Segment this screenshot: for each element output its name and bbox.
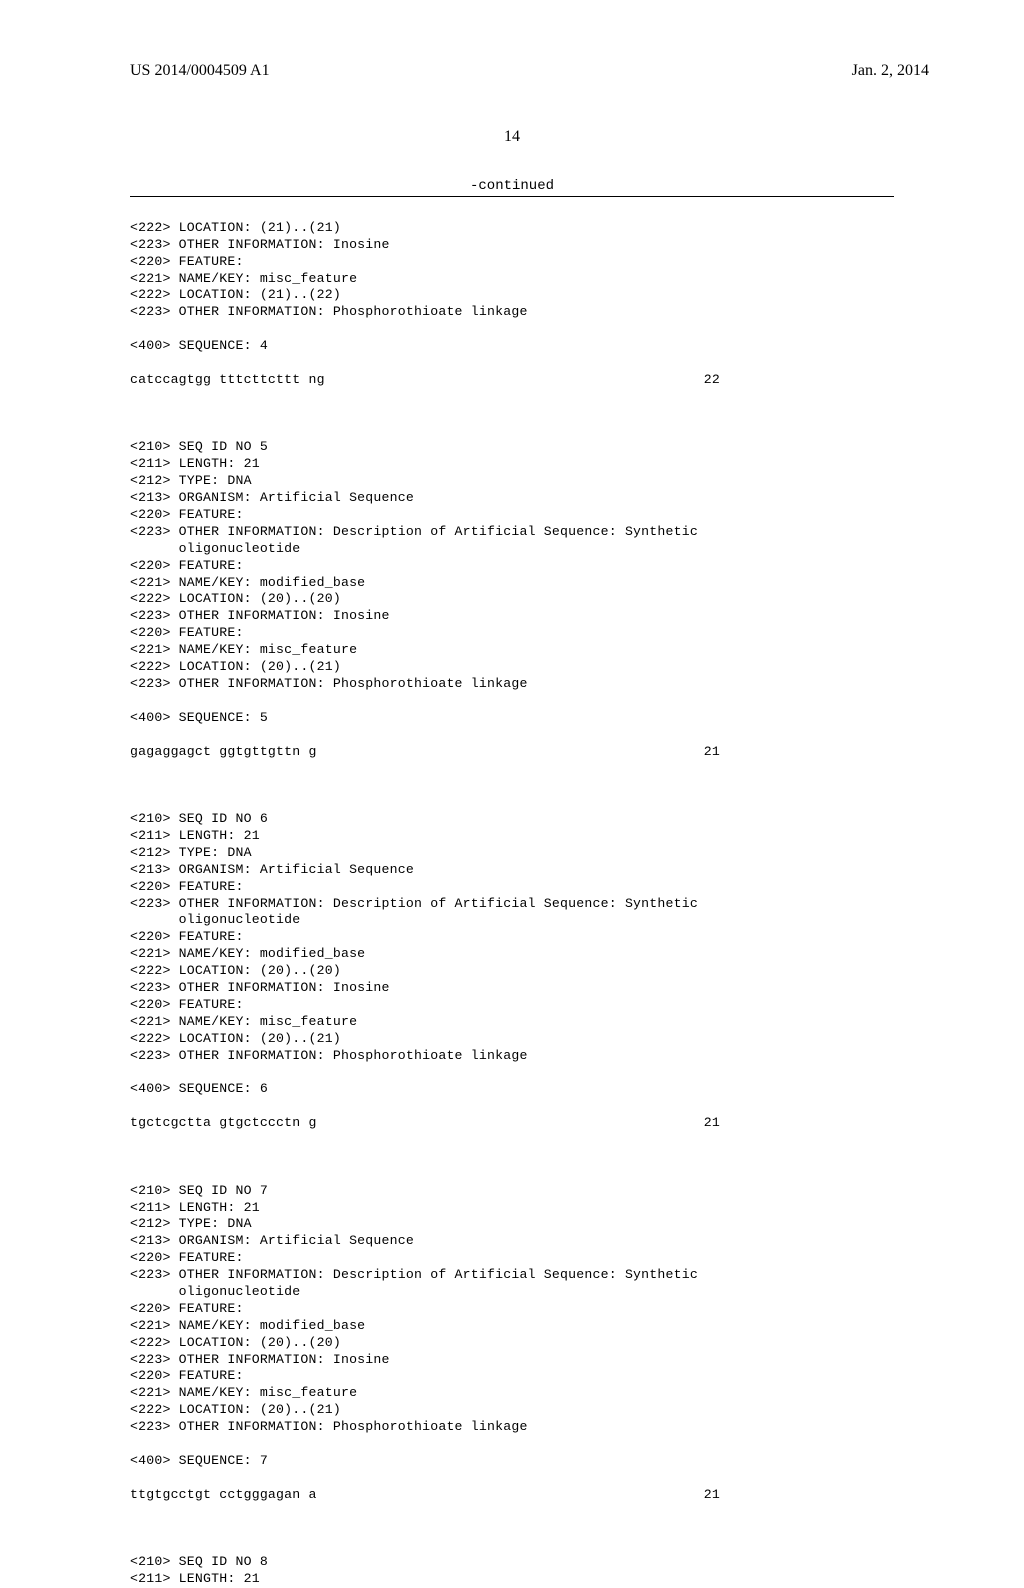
seq-line: <221> NAME/KEY: modified_base — [130, 1318, 365, 1333]
sequence-length: 22 — [704, 372, 720, 389]
seq-line: <221> NAME/KEY: misc_feature — [130, 642, 357, 657]
page-number: 14 — [0, 128, 1024, 146]
page-header: US 2014/0004509 A1 Jan. 2, 2014 — [0, 0, 1024, 80]
seq-line: <223> OTHER INFORMATION: Inosine — [130, 608, 390, 623]
sequence-text: gagaggagct ggtgttgttn g — [130, 744, 317, 761]
seq-line: <222> LOCATION: (20)..(21) — [130, 659, 341, 674]
seq-line: <220> FEATURE: — [130, 507, 244, 522]
seq-line: <223> OTHER INFORMATION: Inosine — [130, 1352, 390, 1367]
seq-line: <220> FEATURE: — [130, 929, 244, 944]
sequence-text: ttgtgcctgt cctgggagan a — [130, 1487, 317, 1504]
seq-line: <223> OTHER INFORMATION: Phosphorothioat… — [130, 1048, 528, 1063]
sequence-row: tgctcgctta gtgctccctn g 21 — [130, 1115, 720, 1132]
publication-number: US 2014/0004509 A1 — [130, 62, 270, 80]
sequence-length: 21 — [704, 1487, 720, 1504]
seq-line: <220> FEATURE: — [130, 879, 244, 894]
seq-line: <220> FEATURE: — [130, 1368, 244, 1383]
seq-line: <221> NAME/KEY: misc_feature — [130, 271, 357, 286]
seq-line: <222> LOCATION: (20)..(20) — [130, 591, 341, 606]
sequence-length: 21 — [704, 744, 720, 761]
seq-line: <211> LENGTH: 21 — [130, 1571, 260, 1586]
seq-line: <221> NAME/KEY: modified_base — [130, 575, 365, 590]
sequence-listing: <222> LOCATION: (21)..(21) <223> OTHER I… — [0, 197, 1024, 1588]
seq-line: <211> LENGTH: 21 — [130, 1200, 260, 1215]
seq-line: <220> FEATURE: — [130, 1301, 244, 1316]
sequence-row: ttgtgcctgt cctgggagan a 21 — [130, 1487, 720, 1504]
seq-label: <400> SEQUENCE: 7 — [130, 1453, 268, 1468]
seq-line: <223> OTHER INFORMATION: Phosphorothioat… — [130, 1419, 528, 1434]
seq-line: <212> TYPE: DNA — [130, 1216, 252, 1231]
sequence-length: 21 — [704, 1115, 720, 1132]
seq-line: <220> FEATURE: — [130, 254, 244, 269]
seq-label: <400> SEQUENCE: 5 — [130, 710, 268, 725]
seq-line: <222> LOCATION: (20)..(20) — [130, 1335, 341, 1350]
seq-line: <220> FEATURE: — [130, 558, 244, 573]
seq-line: <220> FEATURE: — [130, 997, 244, 1012]
seq-line: <210> SEQ ID NO 7 — [130, 1183, 268, 1198]
seq-line: <222> LOCATION: (20)..(20) — [130, 963, 341, 978]
seq-line: <223> OTHER INFORMATION: Description of … — [130, 1267, 698, 1282]
seq-line: <213> ORGANISM: Artificial Sequence — [130, 490, 414, 505]
seq-line: <212> TYPE: DNA — [130, 845, 252, 860]
seq-line: oligonucleotide — [130, 541, 300, 556]
seq-line: <223> OTHER INFORMATION: Description of … — [130, 896, 698, 911]
publication-date: Jan. 2, 2014 — [852, 62, 929, 80]
seq-line: <223> OTHER INFORMATION: Phosphorothioat… — [130, 676, 528, 691]
seq-line: <222> LOCATION: (21)..(21) — [130, 220, 341, 235]
seq-line: <220> FEATURE: — [130, 1250, 244, 1265]
seq-line: <210> SEQ ID NO 6 — [130, 811, 268, 826]
seq-line: <222> LOCATION: (21)..(22) — [130, 287, 341, 302]
seq-label: <400> SEQUENCE: 6 — [130, 1081, 268, 1096]
seq-line: <220> FEATURE: — [130, 625, 244, 640]
seq-line: <210> SEQ ID NO 8 — [130, 1554, 268, 1569]
seq-line: oligonucleotide — [130, 1284, 300, 1299]
continued-label: -continued — [0, 178, 1024, 194]
seq-line: <221> NAME/KEY: misc_feature — [130, 1385, 357, 1400]
sequence-row: gagaggagct ggtgttgttn g 21 — [130, 744, 720, 761]
seq-line: <211> LENGTH: 21 — [130, 456, 260, 471]
seq-line: <222> LOCATION: (20)..(21) — [130, 1402, 341, 1417]
seq-line: oligonucleotide — [130, 912, 300, 927]
seq-line: <213> ORGANISM: Artificial Sequence — [130, 1233, 414, 1248]
sequence-text: tgctcgctta gtgctccctn g — [130, 1115, 317, 1132]
seq-line: <210> SEQ ID NO 5 — [130, 439, 268, 454]
seq-line: <213> ORGANISM: Artificial Sequence — [130, 862, 414, 877]
sequence-text: catccagtgg tttcttcttt ng — [130, 372, 325, 389]
seq-line: <223> OTHER INFORMATION: Phosphorothioat… — [130, 304, 528, 319]
seq-line: <223> OTHER INFORMATION: Inosine — [130, 980, 390, 995]
seq-line: <223> OTHER INFORMATION: Inosine — [130, 237, 390, 252]
seq-label: <400> SEQUENCE: 4 — [130, 338, 268, 353]
sequence-row: catccagtgg tttcttcttt ng 22 — [130, 372, 720, 389]
seq-line: <223> OTHER INFORMATION: Description of … — [130, 524, 698, 539]
seq-line: <221> NAME/KEY: modified_base — [130, 946, 365, 961]
seq-line: <212> TYPE: DNA — [130, 473, 252, 488]
seq-line: <221> NAME/KEY: misc_feature — [130, 1014, 357, 1029]
seq-line: <211> LENGTH: 21 — [130, 828, 260, 843]
seq-line: <222> LOCATION: (20)..(21) — [130, 1031, 341, 1046]
